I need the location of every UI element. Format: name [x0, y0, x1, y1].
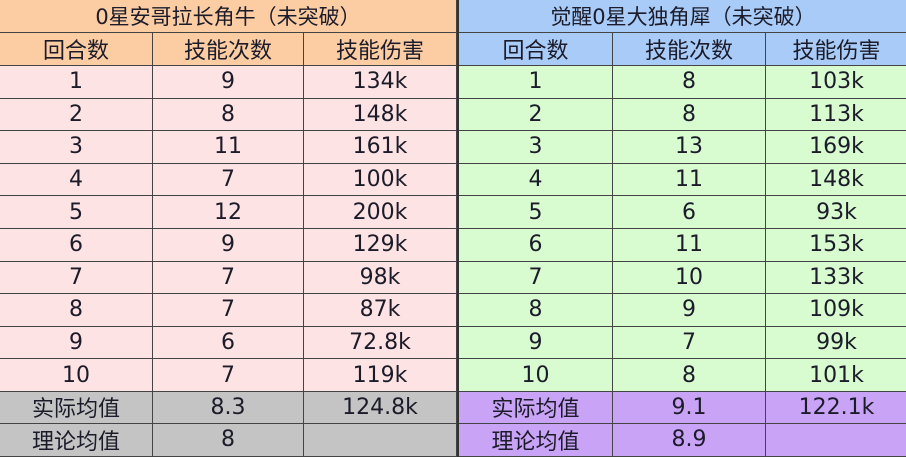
table-cell: 10 — [613, 261, 766, 295]
table-cell: 12 — [153, 196, 304, 229]
summary-cell: 实际均值 — [459, 391, 613, 424]
table-cell: 7 — [153, 163, 304, 197]
column-header: 技能次数 — [153, 33, 304, 66]
table-cell: 8 — [613, 359, 766, 392]
table-cell: 8 — [153, 98, 304, 132]
table-cell: 134k — [304, 66, 457, 99]
table-cell: 6 — [459, 228, 613, 262]
column-header: 技能伤害 — [766, 33, 906, 66]
table-cell: 3 — [0, 131, 153, 164]
table-cell: 101k — [766, 359, 906, 392]
table-cell: 7 — [613, 326, 766, 360]
column-header: 技能次数 — [613, 33, 766, 66]
table-cell: 9 — [0, 326, 153, 360]
table-cell: 98k — [304, 261, 457, 295]
summary-cell: 124.8k — [304, 391, 457, 424]
summary-cell: 实际均值 — [0, 391, 153, 424]
table-cell: 109k — [766, 294, 906, 327]
summary-cell: 8.3 — [153, 391, 304, 424]
table-cell: 8 — [0, 294, 153, 327]
summary-cell: 122.1k — [766, 391, 906, 424]
table-cell: 8 — [613, 98, 766, 132]
table-cell: 4 — [459, 163, 613, 197]
column-header: 回合数 — [459, 33, 613, 66]
summary-cell — [766, 423, 906, 457]
table-cell: 11 — [613, 228, 766, 262]
table-cell: 1 — [459, 66, 613, 99]
table-cell: 153k — [766, 228, 906, 262]
table-cell: 9 — [153, 66, 304, 99]
summary-cell: 9.1 — [613, 391, 766, 424]
table-cell: 7 — [153, 359, 304, 392]
table-cell: 9 — [613, 294, 766, 327]
table-cell: 119k — [304, 359, 457, 392]
table-cell: 5 — [459, 196, 613, 229]
table-rhino: 觉醒0星大独角犀（未突破） 回合数 技能次数 技能伤害 1 8 103k 2 8 113k 3 13 1… — [457, 0, 906, 457]
table-cell: 7 — [0, 261, 153, 295]
table-cell: 6 — [613, 196, 766, 229]
table-cell: 10 — [459, 359, 613, 392]
table-cell: 148k — [304, 98, 457, 132]
table-cell: 129k — [304, 228, 457, 262]
table-cell: 6 — [0, 228, 153, 262]
table-cell: 87k — [304, 294, 457, 327]
table-cell: 9 — [153, 228, 304, 262]
table-cell: 7 — [459, 261, 613, 295]
summary-cell: 8 — [153, 423, 304, 457]
table-cell: 2 — [459, 98, 613, 132]
summary-cell: 8.9 — [613, 423, 766, 457]
table-title: 觉醒0星大独角犀（未突破） — [459, 0, 906, 33]
table-cell: 161k — [304, 131, 457, 164]
table-cell: 5 — [0, 196, 153, 229]
table-cell: 13 — [613, 131, 766, 164]
table-cell: 169k — [766, 131, 906, 164]
table-cell: 133k — [766, 261, 906, 295]
table-cell: 200k — [304, 196, 457, 229]
table-cell: 7 — [153, 261, 304, 295]
table-cell: 10 — [0, 359, 153, 392]
table-cell: 3 — [459, 131, 613, 164]
table-cell: 1 — [0, 66, 153, 99]
table-cell: 9 — [459, 326, 613, 360]
table-cell: 11 — [153, 131, 304, 164]
table-cell: 11 — [613, 163, 766, 197]
column-header: 回合数 — [0, 33, 153, 66]
column-header: 技能伤害 — [304, 33, 457, 66]
table-cell: 8 — [459, 294, 613, 327]
table-cell: 72.8k — [304, 326, 457, 360]
table-cell: 7 — [153, 294, 304, 327]
table-cell: 148k — [766, 163, 906, 197]
table-cell: 113k — [766, 98, 906, 132]
summary-cell: 理论均值 — [459, 423, 613, 457]
table-cell: 93k — [766, 196, 906, 229]
table-title: 0星安哥拉长角牛（未突破） — [0, 0, 457, 33]
table-cell: 99k — [766, 326, 906, 360]
table-cell: 103k — [766, 66, 906, 99]
summary-cell: 理论均值 — [0, 423, 153, 457]
summary-cell — [304, 423, 457, 457]
table-cell: 6 — [153, 326, 304, 360]
table-cell: 2 — [0, 98, 153, 132]
table-angora-longhorn: 0星安哥拉长角牛（未突破） 回合数 技能次数 技能伤害 1 9 134k 2 8 148k 3 11 1… — [0, 0, 457, 457]
table-cell: 8 — [613, 66, 766, 99]
table-cell: 100k — [304, 163, 457, 197]
table-cell: 4 — [0, 163, 153, 197]
